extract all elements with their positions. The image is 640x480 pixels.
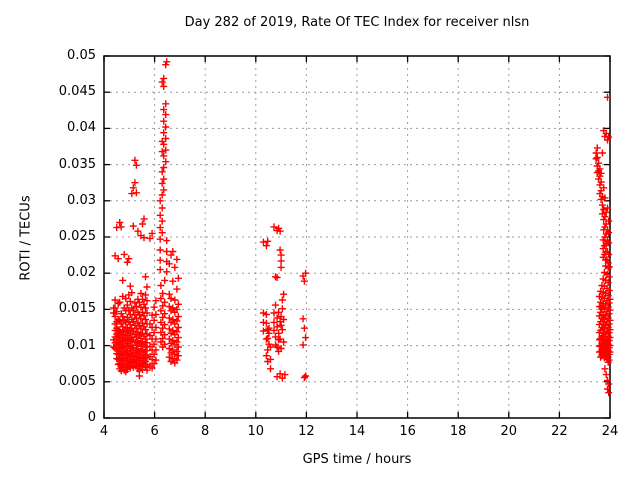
y-tick-label: 0.005 xyxy=(58,373,96,389)
y-tick-label: 0.04 xyxy=(67,120,96,136)
x-tick-label: 24 xyxy=(601,424,619,439)
y-tick-label: 0.015 xyxy=(58,301,96,317)
x-tick-label: 14 xyxy=(348,424,366,439)
y-tick-label: 0.05 xyxy=(67,48,96,63)
y-tick-label: 0.03 xyxy=(67,192,96,208)
x-tick-label: 18 xyxy=(449,424,467,439)
y-tick-label: 0.045 xyxy=(58,84,96,100)
x-axis-label: GPS time / hours xyxy=(302,452,412,467)
x-tick-label: 6 xyxy=(150,424,159,439)
x-tick-label: 12 xyxy=(298,424,315,439)
scatter-points xyxy=(110,58,614,397)
y-tick-label: 0.02 xyxy=(67,265,96,281)
x-tick-label: 10 xyxy=(247,424,265,439)
chart-title: Day 282 of 2019, Rate Of TEC Index for r… xyxy=(184,15,530,30)
x-tick-label: 4 xyxy=(99,424,109,439)
y-tick-label: 0.01 xyxy=(67,337,96,353)
y-tick-label: 0 xyxy=(87,410,96,425)
x-tick-label: 16 xyxy=(399,424,416,439)
y-tick-label: 0.035 xyxy=(58,156,96,172)
x-tick-label: 8 xyxy=(201,424,210,439)
x-tick-label: 22 xyxy=(551,424,568,439)
y-tick-label: 0.025 xyxy=(58,229,96,244)
x-tick-label: 20 xyxy=(500,424,518,439)
